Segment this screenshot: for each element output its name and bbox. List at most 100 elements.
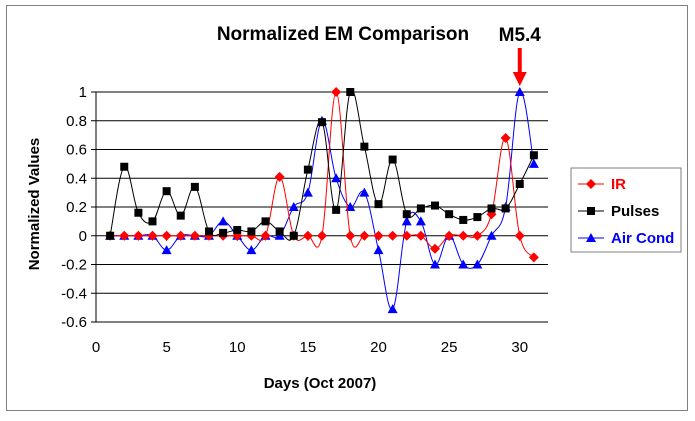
x-tick-label: 30: [511, 339, 528, 356]
data-point: [430, 259, 440, 269]
annotation: M5.4: [499, 25, 542, 86]
data-point: [246, 245, 257, 255]
legend-swatch-marker: [587, 207, 595, 215]
data-point: [134, 208, 143, 217]
data-point: [205, 227, 213, 236]
data-point: [401, 216, 412, 226]
y-tick-label: 0: [79, 228, 87, 245]
data-point: [302, 230, 313, 241]
data-point: [218, 216, 229, 226]
data-point: [360, 142, 369, 151]
data-point: [190, 182, 199, 191]
data-point: [415, 216, 426, 226]
data-point: [473, 213, 482, 222]
data-point: [345, 230, 356, 241]
data-point: [219, 228, 228, 237]
data-point: [189, 230, 200, 241]
series-pulses: [106, 88, 538, 241]
data-point: [529, 151, 538, 160]
x-axis-label: Days (Oct 2007): [264, 375, 377, 392]
data-point: [289, 231, 298, 240]
data-point: [106, 231, 115, 240]
data-point: [487, 204, 496, 213]
data-point: [147, 230, 158, 241]
series-line: [109, 89, 535, 241]
x-tick-label: 25: [441, 339, 458, 356]
data-point: [472, 259, 483, 269]
x-tick-label: 15: [300, 339, 317, 356]
data-point: [514, 230, 525, 241]
y-tick-label: -0.6: [61, 314, 87, 331]
data-point: [401, 230, 412, 241]
x-tick-label: 10: [229, 339, 246, 356]
x-tick-label: 20: [370, 339, 387, 356]
data-point: [402, 210, 411, 219]
legend-label: Air Cond: [611, 230, 674, 247]
legend-label: Pulses: [611, 203, 659, 220]
data-point: [528, 158, 539, 168]
data-point: [133, 230, 144, 241]
data-point: [359, 230, 370, 241]
data-point: [373, 245, 384, 255]
data-point: [387, 304, 398, 314]
data-point: [445, 210, 454, 219]
data-point: [459, 215, 468, 224]
data-point: [345, 202, 356, 211]
y-tick-label: 0.6: [66, 142, 87, 159]
data-point: [331, 87, 342, 97]
legend-label: IR: [611, 176, 626, 193]
data-point: [233, 226, 242, 234]
tick-labels: -0.6-0.4-0.200.20.40.60.810 5 10 15 20 25 30: [61, 84, 528, 356]
series-ir: [105, 87, 539, 263]
data-point: [388, 155, 397, 164]
x-tick-label: 0: [92, 339, 100, 356]
x-tick-label: 5: [162, 339, 170, 356]
y-tick-label: 0.8: [66, 113, 87, 130]
data-point: [303, 165, 312, 174]
data-point: [416, 204, 425, 213]
legend-swatch-marker: [586, 233, 596, 242]
data-point: [500, 133, 511, 143]
data-point: [444, 230, 455, 241]
data-point: [288, 202, 299, 211]
data-point: [260, 230, 271, 241]
legend: IR Pulses Air Cond: [578, 176, 674, 247]
data-point: [528, 252, 539, 263]
legend-item: IR: [578, 176, 626, 193]
data-point: [430, 243, 440, 254]
data-point: [431, 201, 439, 210]
data-point: [359, 187, 370, 197]
legend-swatch-marker: [586, 179, 596, 189]
data-point: [331, 173, 342, 183]
data-point: [120, 162, 129, 171]
data-point: [176, 211, 185, 220]
y-tick-label: -0.4: [61, 285, 87, 302]
data-point: [275, 227, 284, 236]
data-point: [247, 227, 256, 236]
annotation-label: M5.4: [499, 25, 542, 46]
data-point: [302, 187, 313, 197]
data-point: [387, 230, 398, 241]
y-tick-label: -0.2: [61, 257, 87, 274]
y-tick-label: 1: [79, 84, 87, 101]
data-point: [119, 230, 130, 241]
data-point: [472, 230, 483, 241]
data-point: [161, 245, 172, 255]
series-layer: [105, 87, 539, 314]
data-point: [317, 230, 327, 241]
data-point: [415, 230, 426, 241]
data-point: [515, 180, 524, 188]
data-point: [261, 217, 270, 226]
data-point: [318, 118, 326, 127]
chart-title: Normalized EM Comparison: [217, 24, 469, 45]
gridlines: [96, 91, 548, 323]
data-point: [175, 230, 186, 241]
data-point: [274, 171, 285, 182]
y-tick-label: 0.2: [66, 199, 87, 216]
data-point: [514, 87, 525, 96]
data-point: [162, 187, 171, 196]
data-point: [458, 230, 469, 241]
annotation-arrow-head: [512, 72, 527, 86]
data-point: [458, 259, 469, 269]
